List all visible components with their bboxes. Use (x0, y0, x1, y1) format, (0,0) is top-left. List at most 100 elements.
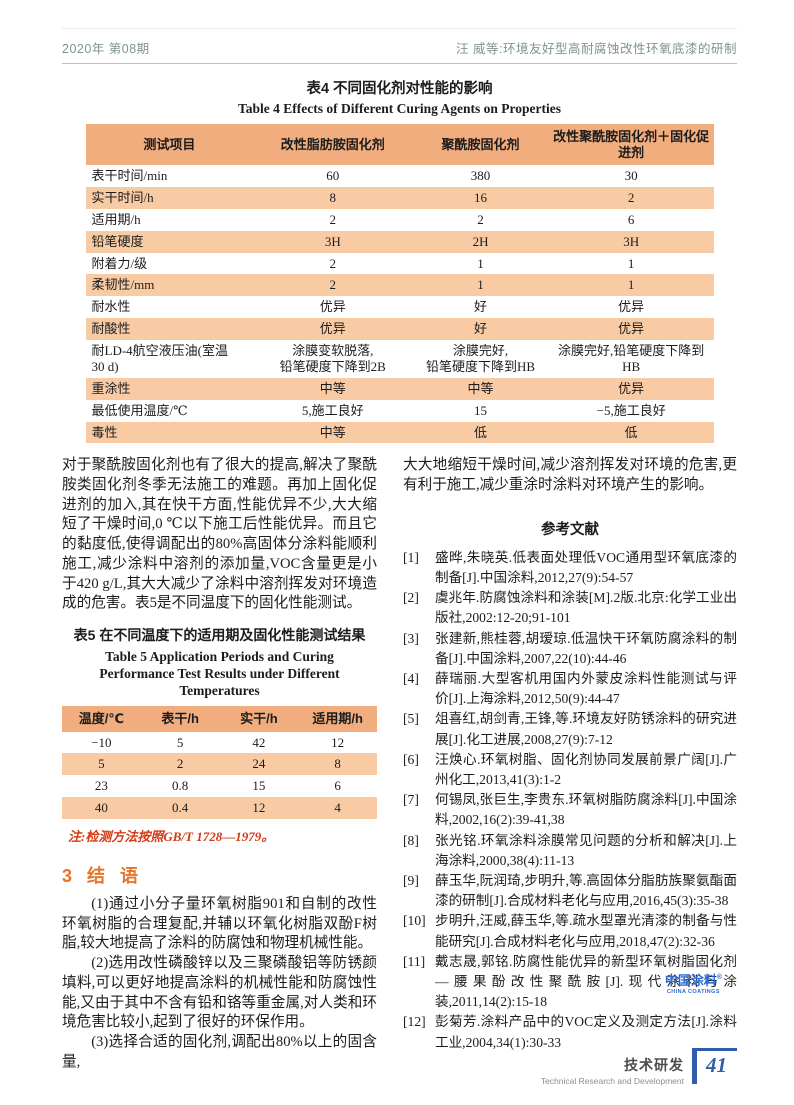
table-cell: 0.8 (172, 778, 189, 794)
reference-item: [11] 戴志晟,郭铭.防腐性能优异的新型环氧树脂固化剂—腰果酚改性聚酰胺[J].… (403, 952, 737, 1013)
table-cell: 5,施工良好 (301, 402, 364, 418)
china-coatings-logo: 中国涂料® CHINA COATINGS (664, 973, 722, 995)
reference-item: [12] 彭菊芳.涂料产品中的VOC定义及测定方法[J].涂料工业,2004,34… (403, 1012, 737, 1052)
column-header: 改性脂肪胺固化剂 (253, 124, 413, 166)
reference-item: [4] 薛瑞丽.大型客机用国内外蒙皮涂料性能测试与评价[J].上海涂料,2012,… (403, 669, 737, 709)
references-list: [1] 盛晔,朱晓英.低表面处理低VOC通用型环氧底漆的制备[J].中国涂料,20… (403, 548, 737, 1053)
table-row: 耐水性 优异 好 优异 (86, 296, 714, 318)
reference-number: [12] (403, 1014, 426, 1030)
logo-zh-text: 中国涂料 (664, 973, 717, 988)
reference-number: [3] (403, 630, 419, 646)
reference-number: [6] (403, 751, 419, 767)
table-cell: 涂膜完好,铅笔硬度下降到HB (558, 343, 705, 374)
table4-caption-zh: 表4 不同固化剂对性能的影响 (306, 81, 493, 97)
table-row: 适用期/h 2 2 6 (86, 209, 714, 231)
page-number: 41 (692, 1048, 737, 1084)
table-cell: 23 (94, 778, 108, 794)
table-cell: 优异 (618, 299, 645, 315)
table-cell: 6 (627, 211, 635, 227)
table-cell: 优异 (319, 299, 346, 315)
reference-number: [4] (403, 670, 419, 686)
reference-text: 步明升,汪威,薛玉华,等.疏水型罩光清漆的制备与性能研究[J].合成材料老化与应… (435, 913, 737, 949)
table5-caption-zh: 表5 在不同温度下的适用期及固化性能测试结果 (73, 626, 366, 643)
table-row: 柔韧性/mm 2 1 1 (85, 274, 714, 297)
table4-caption-en: Table 4 Effects of Different Curing Agen… (238, 101, 561, 116)
table-cell: 1 (477, 255, 484, 271)
reference-text: 盛晔,朱晓英.低表面处理低VOC通用型环氧底漆的制备[J].中国涂料,2012,… (435, 549, 737, 585)
issue-label: 2020年 第08期 (62, 42, 150, 56)
reference-item: [1] 盛晔,朱晓英.低表面处理低VOC通用型环氧底漆的制备[J].中国涂料,20… (403, 548, 737, 588)
reference-number: [10] (403, 913, 426, 929)
reference-text: 张光铭.环氧涂料涂膜常见问题的分析和解决[J].上海涂料,2000,38(4):… (435, 832, 737, 868)
curing-agents-table: 测试项目 改性脂肪胺固化剂 聚酰胺固化剂 改性聚酰胺固化剂＋固化促进剂 表干时间/mi… (85, 124, 714, 444)
table-header-row: 测试项目 改性脂肪胺固化剂 聚酰胺固化剂 改性聚酰胺固化剂＋固化促进剂 (85, 124, 714, 166)
registered-mark: ® (716, 974, 722, 981)
table-cell: 优异 (253, 318, 413, 341)
table-cell: 耐水性 (91, 299, 131, 315)
table-cell: 耐酸性 (85, 318, 254, 341)
table-cell: 2 (140, 753, 220, 776)
column-header: 测试项目 (85, 124, 254, 166)
table-row: 耐LD-4航空液压油(室温 30 d) 涂膜变软脱落, 铅笔硬度下降到2B 涂膜完好… (86, 340, 714, 378)
table-row: −10 5 42 12 (62, 732, 377, 754)
table-cell: 0.4 (140, 797, 220, 820)
table4-captions: 表4 不同固化剂对性能的影响 Table 4 Effects of Differ… (62, 77, 737, 117)
page-footer: 技术研发 Technical Research and Development … (541, 1048, 737, 1086)
table-row: 40 0.4 12 4 (62, 797, 377, 820)
running-head: 2020年 第08期 汪 威等:环境友好型高耐腐蚀改性环氧底漆的研制 (62, 28, 737, 64)
temperature-curing-table: 温度/℃ 表干/h 实干/h 适用期/h −10 5 42 12 5 2 24 8 23 0.8 15 6 4… (62, 705, 377, 820)
table-row: 重涂性 中等 中等 优异 (85, 377, 714, 400)
table-cell: 好 (412, 318, 549, 341)
table-cell: 42 (252, 734, 266, 750)
table-cell: 4 (298, 797, 377, 820)
body-paragraph: 对于聚酰胺固化剂也有了很大的提高,解决了聚酰胺类固化剂冬季无法施工的难题。再加上… (62, 457, 377, 612)
table-cell: 涂膜变软脱落, 铅笔硬度下降到2B (279, 343, 386, 374)
table-header-row: 温度/℃ 表干/h 实干/h 适用期/h (62, 705, 377, 732)
table-row: 23 0.8 15 6 (62, 775, 377, 797)
table-cell: 优异 (548, 318, 714, 341)
table-cell: 5 (176, 734, 184, 750)
section-heading-conclusion: 3 结 语 (62, 866, 144, 887)
table4-wrapper: 测试项目 改性脂肪胺固化剂 聚酰胺固化剂 改性聚酰胺固化剂＋固化促进剂 表干时间/mi… (85, 124, 714, 444)
journal-page: 2020年 第08期 汪 威等:环境友好型高耐腐蚀改性环氧底漆的研制 表4 不同… (0, 28, 794, 1072)
left-column: 对于聚酰胺固化剂也有了很大的提高,解决了聚酰胺类固化剂冬季无法施工的难题。再加上… (62, 456, 377, 1072)
table-cell: 低 (548, 421, 714, 444)
table-cell: 铅笔硬度 (85, 230, 254, 253)
table-cell: 低 (412, 421, 549, 444)
running-title: 汪 威等:环境友好型高耐腐蚀改性环氧底漆的研制 (456, 42, 737, 56)
table-cell: 6 (334, 778, 341, 794)
table-cell: 2 (329, 211, 337, 227)
table-cell: 附着力/级 (91, 255, 148, 271)
table-cell: 12 (219, 797, 299, 820)
table-cell: 涂膜完好, 铅笔硬度下降到HB (425, 343, 536, 374)
column-header: 聚酰胺固化剂 (412, 124, 549, 166)
column-header: 表干/h (140, 705, 220, 732)
reference-item: [10] 步明升,汪威,薛玉华,等.疏水型罩光清漆的制备与性能研究[J].合成材料… (403, 911, 737, 951)
table5-note: 注:检测方法按照GB/T 1728—1979。 (68, 829, 275, 845)
body-paragraph: 大大地缩短干燥时间,减少溶剂挥发对环境的危害,更有利于施工,减少重涂时涂料对环境… (403, 457, 737, 494)
table5-caption-en: Table 5 Application Periods and Curing P… (99, 648, 340, 698)
table-cell: 3H (253, 230, 413, 253)
reference-number: [9] (403, 873, 419, 889)
references-heading: 参考文献 (541, 521, 599, 538)
reference-item: [2] 虞兆年.防腐蚀涂料和涂装[M].2版.北京:化学工业出版社,2002:12… (403, 588, 737, 628)
footer-section-zh: 技术研发 (624, 1057, 684, 1073)
table-cell: −10 (91, 734, 112, 750)
two-column-body: 对于聚酰胺固化剂也有了很大的提高,解决了聚酰胺类固化剂冬季无法施工的难题。再加上… (62, 456, 737, 1072)
reference-item: [6] 汪焕心.环氧树脂、固化剂协同发展前景广阔[J].广州化工,2013,41(… (403, 750, 737, 790)
table-cell: 60 (326, 168, 340, 184)
conclusion-paragraph-3: (3)选择合适的固化剂,调配出80%以上的固含量, (62, 1033, 377, 1070)
table-cell: 重涂性 (85, 377, 254, 400)
reference-item: [9] 薛玉华,阮润琦,步明升,等.高固体分脂肪族聚氨酯面漆的研制[J].合成材料… (403, 871, 737, 911)
table-cell: 表干时间/min (91, 168, 168, 184)
table-cell: 24 (219, 753, 299, 776)
table-row: 实干时间/h 8 16 2 (85, 187, 714, 209)
table-row: 毒性 中等低低 (85, 421, 714, 444)
table-cell: 1 (412, 274, 549, 297)
table-cell: 中等 (253, 421, 413, 444)
table-cell: 15 (474, 402, 488, 418)
table-row: 铅笔硬度 3H 2H 3H (85, 230, 714, 253)
reference-number: [11] (403, 953, 426, 969)
reference-item: [8] 张光铭.环氧涂料涂膜常见问题的分析和解决[J].上海涂料,2000,38(… (403, 831, 737, 871)
table-row: 最低使用温度/℃ 5,施工良好 15 −5,施工良好 (86, 400, 714, 422)
